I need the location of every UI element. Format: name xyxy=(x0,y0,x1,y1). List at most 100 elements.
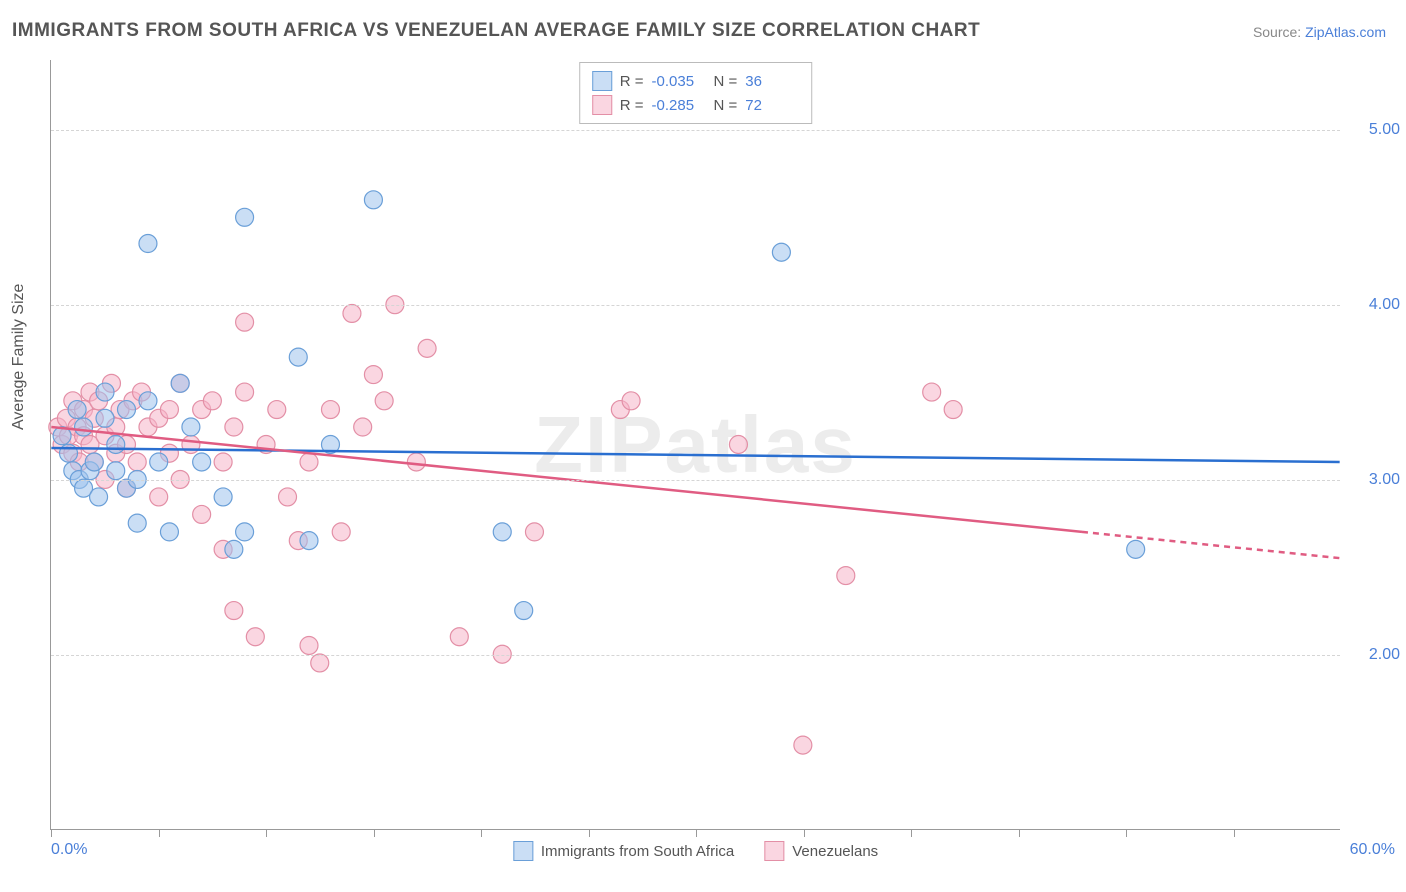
data-point xyxy=(214,488,232,506)
data-point xyxy=(225,418,243,436)
data-point xyxy=(300,637,318,655)
data-point xyxy=(139,392,157,410)
plot-area: ZIPatlas R = -0.035 N = 36 R = -0.285 N … xyxy=(50,60,1340,830)
r-label: R = xyxy=(620,97,644,114)
data-point xyxy=(96,383,114,401)
data-point xyxy=(225,540,243,558)
x-min-label: 0.0% xyxy=(51,841,87,859)
scatter-svg xyxy=(51,60,1340,829)
data-point xyxy=(214,453,232,471)
data-point xyxy=(354,418,372,436)
data-point xyxy=(289,348,307,366)
gridline xyxy=(51,655,1340,656)
xtick xyxy=(1234,829,1235,837)
xtick xyxy=(374,829,375,837)
xtick xyxy=(804,829,805,837)
swatch-series-a xyxy=(513,841,533,861)
data-point xyxy=(321,401,339,419)
data-point xyxy=(944,401,962,419)
xtick xyxy=(1019,829,1020,837)
data-point xyxy=(236,208,254,226)
ytick-label: 4.00 xyxy=(1369,296,1400,314)
data-point xyxy=(150,453,168,471)
data-point xyxy=(311,654,329,672)
r-value-series-a: -0.035 xyxy=(652,73,706,90)
data-point xyxy=(837,567,855,585)
data-point xyxy=(160,523,178,541)
n-label: N = xyxy=(714,73,738,90)
data-point xyxy=(279,488,297,506)
xtick xyxy=(1126,829,1127,837)
data-point xyxy=(118,401,136,419)
ytick-label: 3.00 xyxy=(1369,471,1400,489)
data-point xyxy=(772,243,790,261)
data-point xyxy=(450,628,468,646)
legend-item-series-a: Immigrants from South Africa xyxy=(513,841,734,861)
xtick xyxy=(51,829,52,837)
swatch-series-a xyxy=(592,71,612,91)
data-point xyxy=(418,339,436,357)
data-point xyxy=(364,366,382,384)
data-point xyxy=(332,523,350,541)
data-point xyxy=(236,383,254,401)
legend-row-series-b: R = -0.285 N = 72 xyxy=(592,93,800,117)
source-attribution: Source: ZipAtlas.com xyxy=(1253,24,1386,40)
gridline xyxy=(51,130,1340,131)
data-point xyxy=(171,374,189,392)
legend-row-series-a: R = -0.035 N = 36 xyxy=(592,69,800,93)
data-point xyxy=(343,304,361,322)
data-point xyxy=(622,392,640,410)
data-point xyxy=(150,488,168,506)
data-point xyxy=(160,401,178,419)
n-label: N = xyxy=(714,97,738,114)
data-point xyxy=(923,383,941,401)
swatch-series-b xyxy=(764,841,784,861)
ytick-label: 2.00 xyxy=(1369,646,1400,664)
data-point xyxy=(375,392,393,410)
n-value-series-a: 36 xyxy=(745,73,799,90)
data-point xyxy=(268,401,286,419)
data-point xyxy=(729,436,747,454)
data-point xyxy=(203,392,221,410)
regression-line xyxy=(51,448,1339,462)
correlation-legend: R = -0.035 N = 36 R = -0.285 N = 72 xyxy=(579,62,813,124)
series-legend: Immigrants from South Africa Venezuelans xyxy=(513,841,878,861)
data-point xyxy=(236,523,254,541)
r-label: R = xyxy=(620,73,644,90)
data-point xyxy=(794,736,812,754)
gridline xyxy=(51,305,1340,306)
data-point xyxy=(515,602,533,620)
xtick xyxy=(481,829,482,837)
data-point xyxy=(107,436,125,454)
xtick xyxy=(159,829,160,837)
series-a-name: Immigrants from South Africa xyxy=(541,843,734,860)
data-point xyxy=(300,532,318,550)
data-point xyxy=(85,453,103,471)
data-point xyxy=(407,453,425,471)
xtick xyxy=(589,829,590,837)
xtick xyxy=(266,829,267,837)
data-point xyxy=(182,418,200,436)
data-point xyxy=(493,523,511,541)
data-point xyxy=(1127,540,1145,558)
xtick xyxy=(911,829,912,837)
y-axis-label: Average Family Size xyxy=(10,284,28,430)
data-point xyxy=(128,514,146,532)
data-point xyxy=(96,409,114,427)
data-point xyxy=(75,418,93,436)
data-point xyxy=(107,462,125,480)
data-point xyxy=(139,235,157,253)
data-point xyxy=(68,401,86,419)
legend-item-series-b: Venezuelans xyxy=(764,841,878,861)
xtick xyxy=(696,829,697,837)
data-point xyxy=(225,602,243,620)
data-point xyxy=(128,453,146,471)
data-point xyxy=(193,505,211,523)
data-point xyxy=(364,191,382,209)
ytick-label: 5.00 xyxy=(1369,121,1400,139)
series-b-name: Venezuelans xyxy=(792,843,878,860)
source-link[interactable]: ZipAtlas.com xyxy=(1305,24,1386,40)
data-point xyxy=(236,313,254,331)
data-point xyxy=(246,628,264,646)
data-point xyxy=(90,488,108,506)
